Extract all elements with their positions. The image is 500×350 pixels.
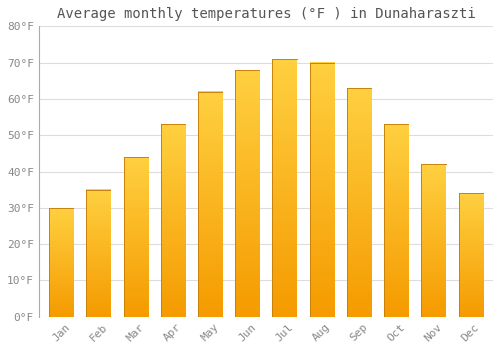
Title: Average monthly temperatures (°F ) in Dunaharaszti: Average monthly temperatures (°F ) in Du…: [56, 7, 476, 21]
